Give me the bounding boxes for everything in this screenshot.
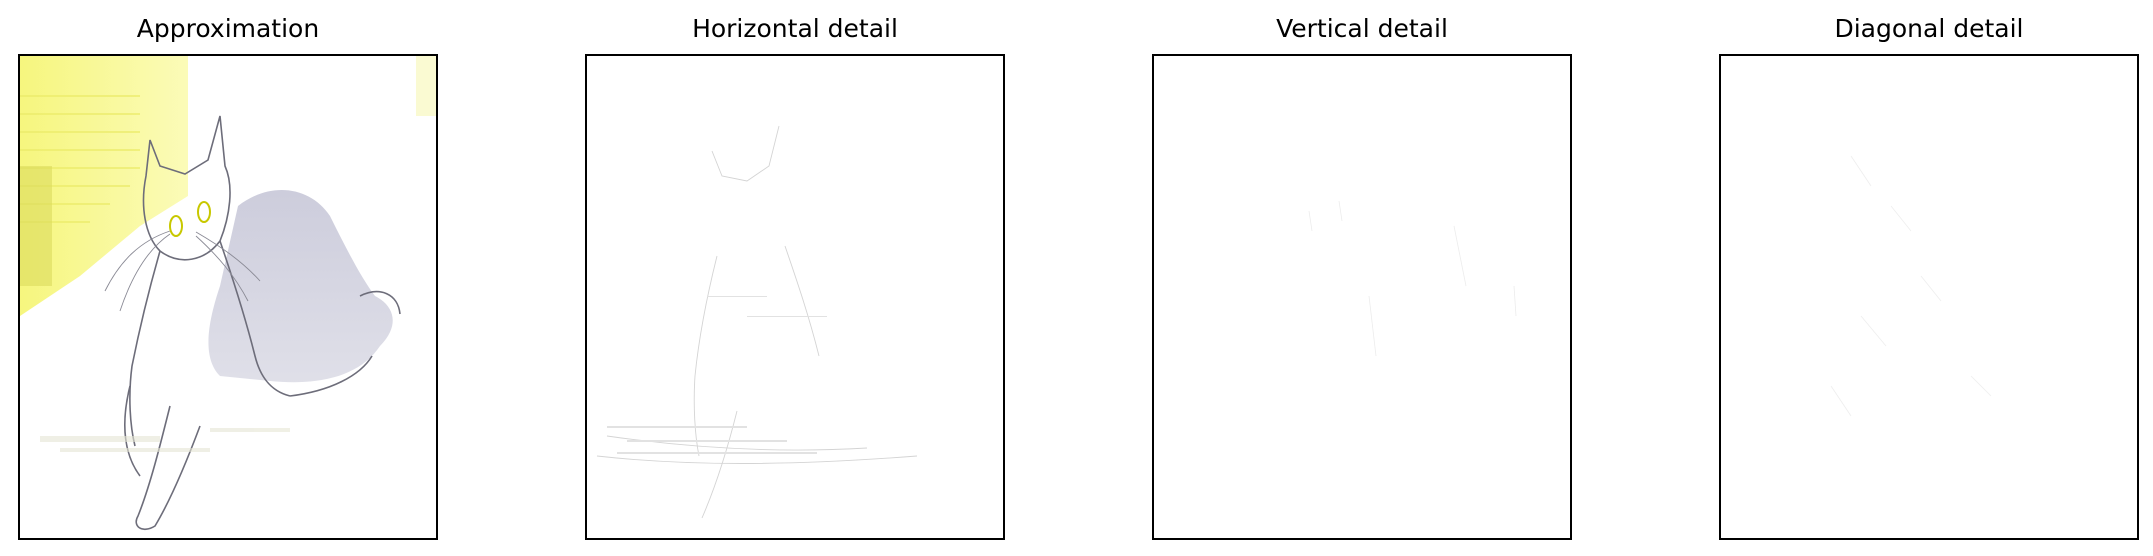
right-eye (197, 201, 211, 223)
axes-vertical-detail (1152, 54, 1572, 540)
cat-body-shade (208, 189, 393, 383)
panel-diagonal-detail: Diagonal detail (1719, 0, 2139, 556)
axes-approximation (18, 54, 438, 540)
diagonal-detail-image (1830, 155, 1992, 417)
window-inset (20, 166, 52, 286)
panel-vertical-detail: Vertical detail (1152, 0, 1572, 556)
right-edge-tint (416, 56, 436, 116)
diagonal-edges (1830, 155, 1992, 417)
approximation-image (20, 56, 436, 531)
horizontal-detail-image (596, 125, 918, 519)
axes-diagonal-detail (1719, 54, 2139, 540)
panel-title-approximation: Approximation (136, 14, 320, 43)
panel-title-vertical-detail: Vertical detail (1276, 14, 1448, 43)
horizontal-edges (596, 125, 918, 519)
panel-approximation: Approximation (18, 0, 438, 556)
whiskers (104, 230, 261, 312)
axes-horizontal-detail (585, 54, 1005, 540)
panel-horizontal-detail: Horizontal detail (585, 0, 1005, 556)
horizontal-texture (607, 296, 827, 454)
floor-texture (40, 428, 290, 452)
vertical-detail-image (1308, 200, 1517, 357)
panel-title-diagonal-detail: Diagonal detail (1834, 14, 2024, 43)
vertical-edges (1308, 200, 1517, 357)
left-eye (169, 215, 183, 237)
panel-title-horizontal-detail: Horizontal detail (692, 14, 898, 43)
